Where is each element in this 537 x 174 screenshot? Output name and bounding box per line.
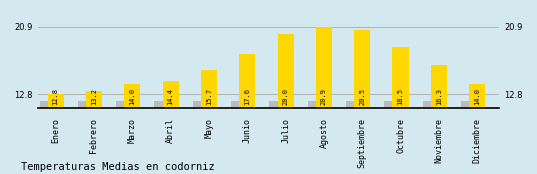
Text: Temperaturas Medias en codorniz: Temperaturas Medias en codorniz: [21, 162, 215, 172]
Text: 15.7: 15.7: [206, 88, 212, 105]
Bar: [270, 101, 286, 174]
Bar: [423, 101, 439, 174]
Text: 20.9: 20.9: [321, 88, 327, 105]
Bar: [469, 84, 485, 174]
Bar: [384, 101, 401, 174]
Text: 14.0: 14.0: [474, 88, 480, 105]
Bar: [48, 94, 64, 174]
Bar: [431, 65, 447, 174]
Bar: [278, 34, 294, 174]
Bar: [78, 101, 94, 174]
Bar: [308, 101, 324, 174]
Text: 12.8: 12.8: [53, 88, 59, 105]
Bar: [193, 101, 209, 174]
Bar: [124, 84, 140, 174]
Bar: [231, 101, 247, 174]
Bar: [163, 81, 179, 174]
Text: 20.5: 20.5: [359, 88, 365, 105]
Bar: [239, 54, 255, 174]
Text: 14.4: 14.4: [168, 88, 173, 105]
Text: 16.3: 16.3: [436, 88, 442, 105]
Bar: [201, 70, 217, 174]
Text: 13.2: 13.2: [91, 88, 97, 105]
Bar: [316, 27, 332, 174]
Bar: [116, 101, 132, 174]
Bar: [393, 47, 409, 174]
Bar: [354, 30, 370, 174]
Text: 14.0: 14.0: [129, 88, 135, 105]
Bar: [346, 101, 362, 174]
Bar: [86, 91, 102, 174]
Text: 17.6: 17.6: [244, 88, 250, 105]
Text: 18.5: 18.5: [397, 88, 403, 105]
Text: 20.0: 20.0: [282, 88, 288, 105]
Bar: [461, 101, 477, 174]
Bar: [155, 101, 171, 174]
Bar: [40, 101, 56, 174]
